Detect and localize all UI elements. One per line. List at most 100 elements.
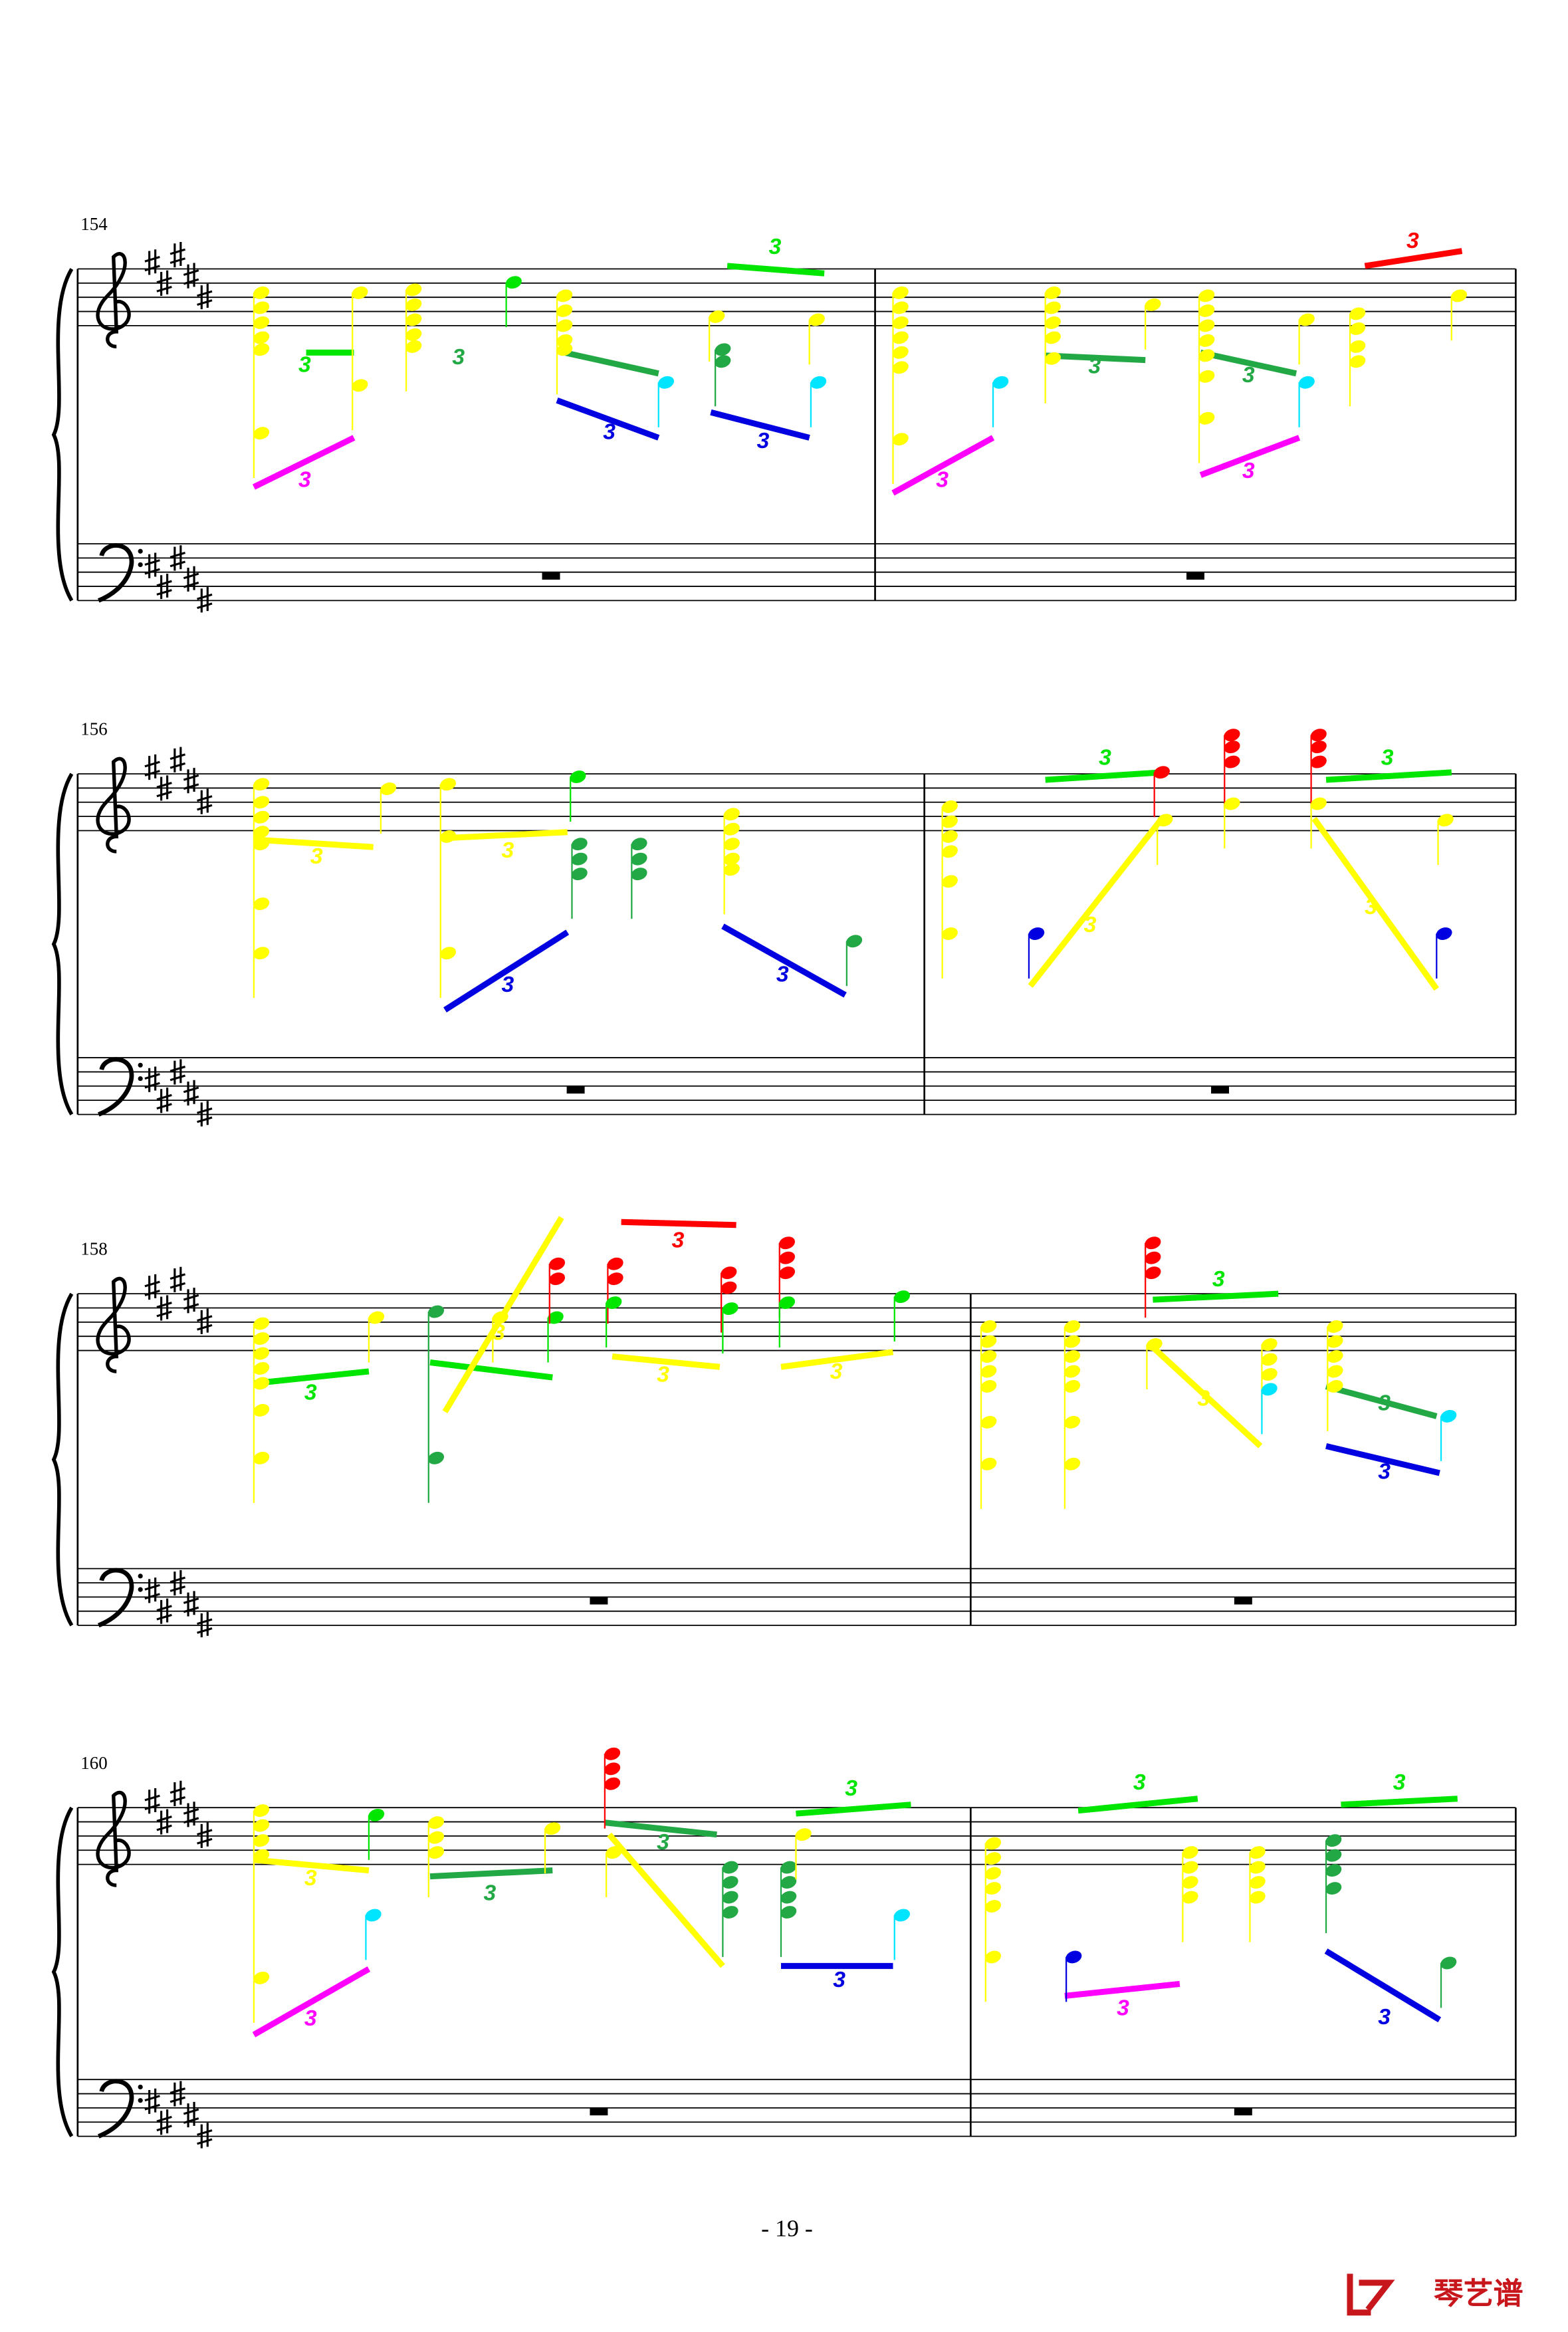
notehead <box>1153 766 1170 779</box>
tuplet-number: 3 <box>657 1829 669 1855</box>
beam <box>621 1219 736 1228</box>
beam <box>727 263 825 277</box>
notehead <box>1198 411 1215 425</box>
notehead <box>778 1236 796 1250</box>
measure-number: 160 <box>80 1753 107 1773</box>
notehead <box>253 1834 270 1847</box>
tuplet-number: 3 <box>1393 1770 1406 1795</box>
notehead <box>1198 289 1215 302</box>
tuplet-number: 3 <box>1133 1770 1146 1795</box>
notehead <box>721 1266 737 1280</box>
notehead <box>380 782 397 796</box>
beam <box>445 829 568 842</box>
notehead <box>1198 349 1215 362</box>
notehead <box>893 1290 910 1304</box>
beam <box>1325 1443 1440 1476</box>
sharp <box>169 1780 186 1806</box>
notehead <box>428 1816 445 1829</box>
tuplet-number: 3 <box>1197 1386 1210 1411</box>
notehead <box>778 1266 796 1280</box>
sharp <box>144 2088 160 2114</box>
bass-clef <box>97 1057 134 1117</box>
sharp <box>183 1080 199 1106</box>
notehead <box>253 947 270 960</box>
notehead <box>556 289 573 302</box>
sharp <box>144 1577 160 1603</box>
notehead <box>1028 927 1045 940</box>
notehead <box>607 1272 623 1286</box>
notehead <box>715 343 731 356</box>
notehead <box>1437 814 1454 827</box>
tuplet-number: 3 <box>1378 1390 1391 1415</box>
sharp <box>197 1611 213 1638</box>
notehead <box>1145 1236 1161 1250</box>
notehead <box>1440 1956 1457 1970</box>
notehead <box>992 376 1009 389</box>
beam <box>1153 1290 1279 1303</box>
notehead <box>439 778 457 791</box>
notehead <box>439 830 457 843</box>
tuplet-number: 3 <box>1378 1459 1391 1484</box>
tuplet-number: 3 <box>501 972 514 997</box>
notehead <box>1145 298 1161 311</box>
notehead <box>892 301 909 314</box>
notehead <box>985 1852 1002 1865</box>
notehead <box>985 1867 1002 1880</box>
sharp <box>144 249 160 275</box>
beam <box>1199 435 1301 478</box>
whole-rest <box>542 572 560 580</box>
treble-clef <box>96 1790 131 1887</box>
notehead <box>1298 376 1315 389</box>
notehead <box>892 316 909 329</box>
notehead <box>780 1861 797 1874</box>
logo-text: 琴艺谱 <box>1434 2275 1523 2311</box>
sharp <box>183 768 199 794</box>
sharp <box>183 566 199 592</box>
notehead <box>1198 334 1215 347</box>
notehead <box>1064 1457 1081 1470</box>
sharp <box>197 283 213 310</box>
notehead <box>1349 322 1366 335</box>
tuplet-number: 3 <box>298 352 311 377</box>
notehead <box>631 852 647 866</box>
bass-clef-dot <box>138 2084 143 2090</box>
beam <box>429 1867 553 1880</box>
notehead <box>547 1311 564 1324</box>
notehead <box>941 800 958 813</box>
notehead <box>253 838 270 851</box>
notehead <box>778 1296 796 1310</box>
tuplet-number: 3 <box>484 1880 497 1905</box>
tuplet-number: 3 <box>1242 362 1255 388</box>
notehead <box>1064 1335 1081 1348</box>
bass-clef <box>97 2079 134 2139</box>
notehead <box>846 935 863 948</box>
beam <box>252 435 356 490</box>
sharp <box>169 1570 186 1596</box>
notehead <box>570 770 586 784</box>
notehead <box>405 298 422 311</box>
notehead <box>1310 729 1327 742</box>
brace <box>51 1806 74 2138</box>
sharp <box>156 775 172 801</box>
notehead <box>253 897 270 911</box>
tuplet-number: 3 <box>1212 1266 1225 1292</box>
beam <box>253 836 374 850</box>
notehead <box>1044 301 1061 314</box>
notehead <box>368 1311 385 1324</box>
tuplet-number: 3 <box>298 467 311 493</box>
sharp <box>144 1788 160 1814</box>
bass-clef-dot <box>138 548 143 554</box>
notehead <box>571 838 588 851</box>
notehead <box>1044 331 1061 344</box>
notehead <box>405 283 422 296</box>
tuplet-number: 3 <box>304 2006 317 2031</box>
beam <box>1064 1980 1180 1999</box>
notehead <box>253 1403 270 1417</box>
sharp <box>197 1308 213 1334</box>
notehead <box>505 276 522 289</box>
notehead <box>892 331 909 344</box>
beam <box>429 1359 553 1381</box>
tuplet-number: 3 <box>493 1320 505 1345</box>
notehead <box>1182 1846 1198 1859</box>
whole-rest <box>1211 1086 1230 1094</box>
